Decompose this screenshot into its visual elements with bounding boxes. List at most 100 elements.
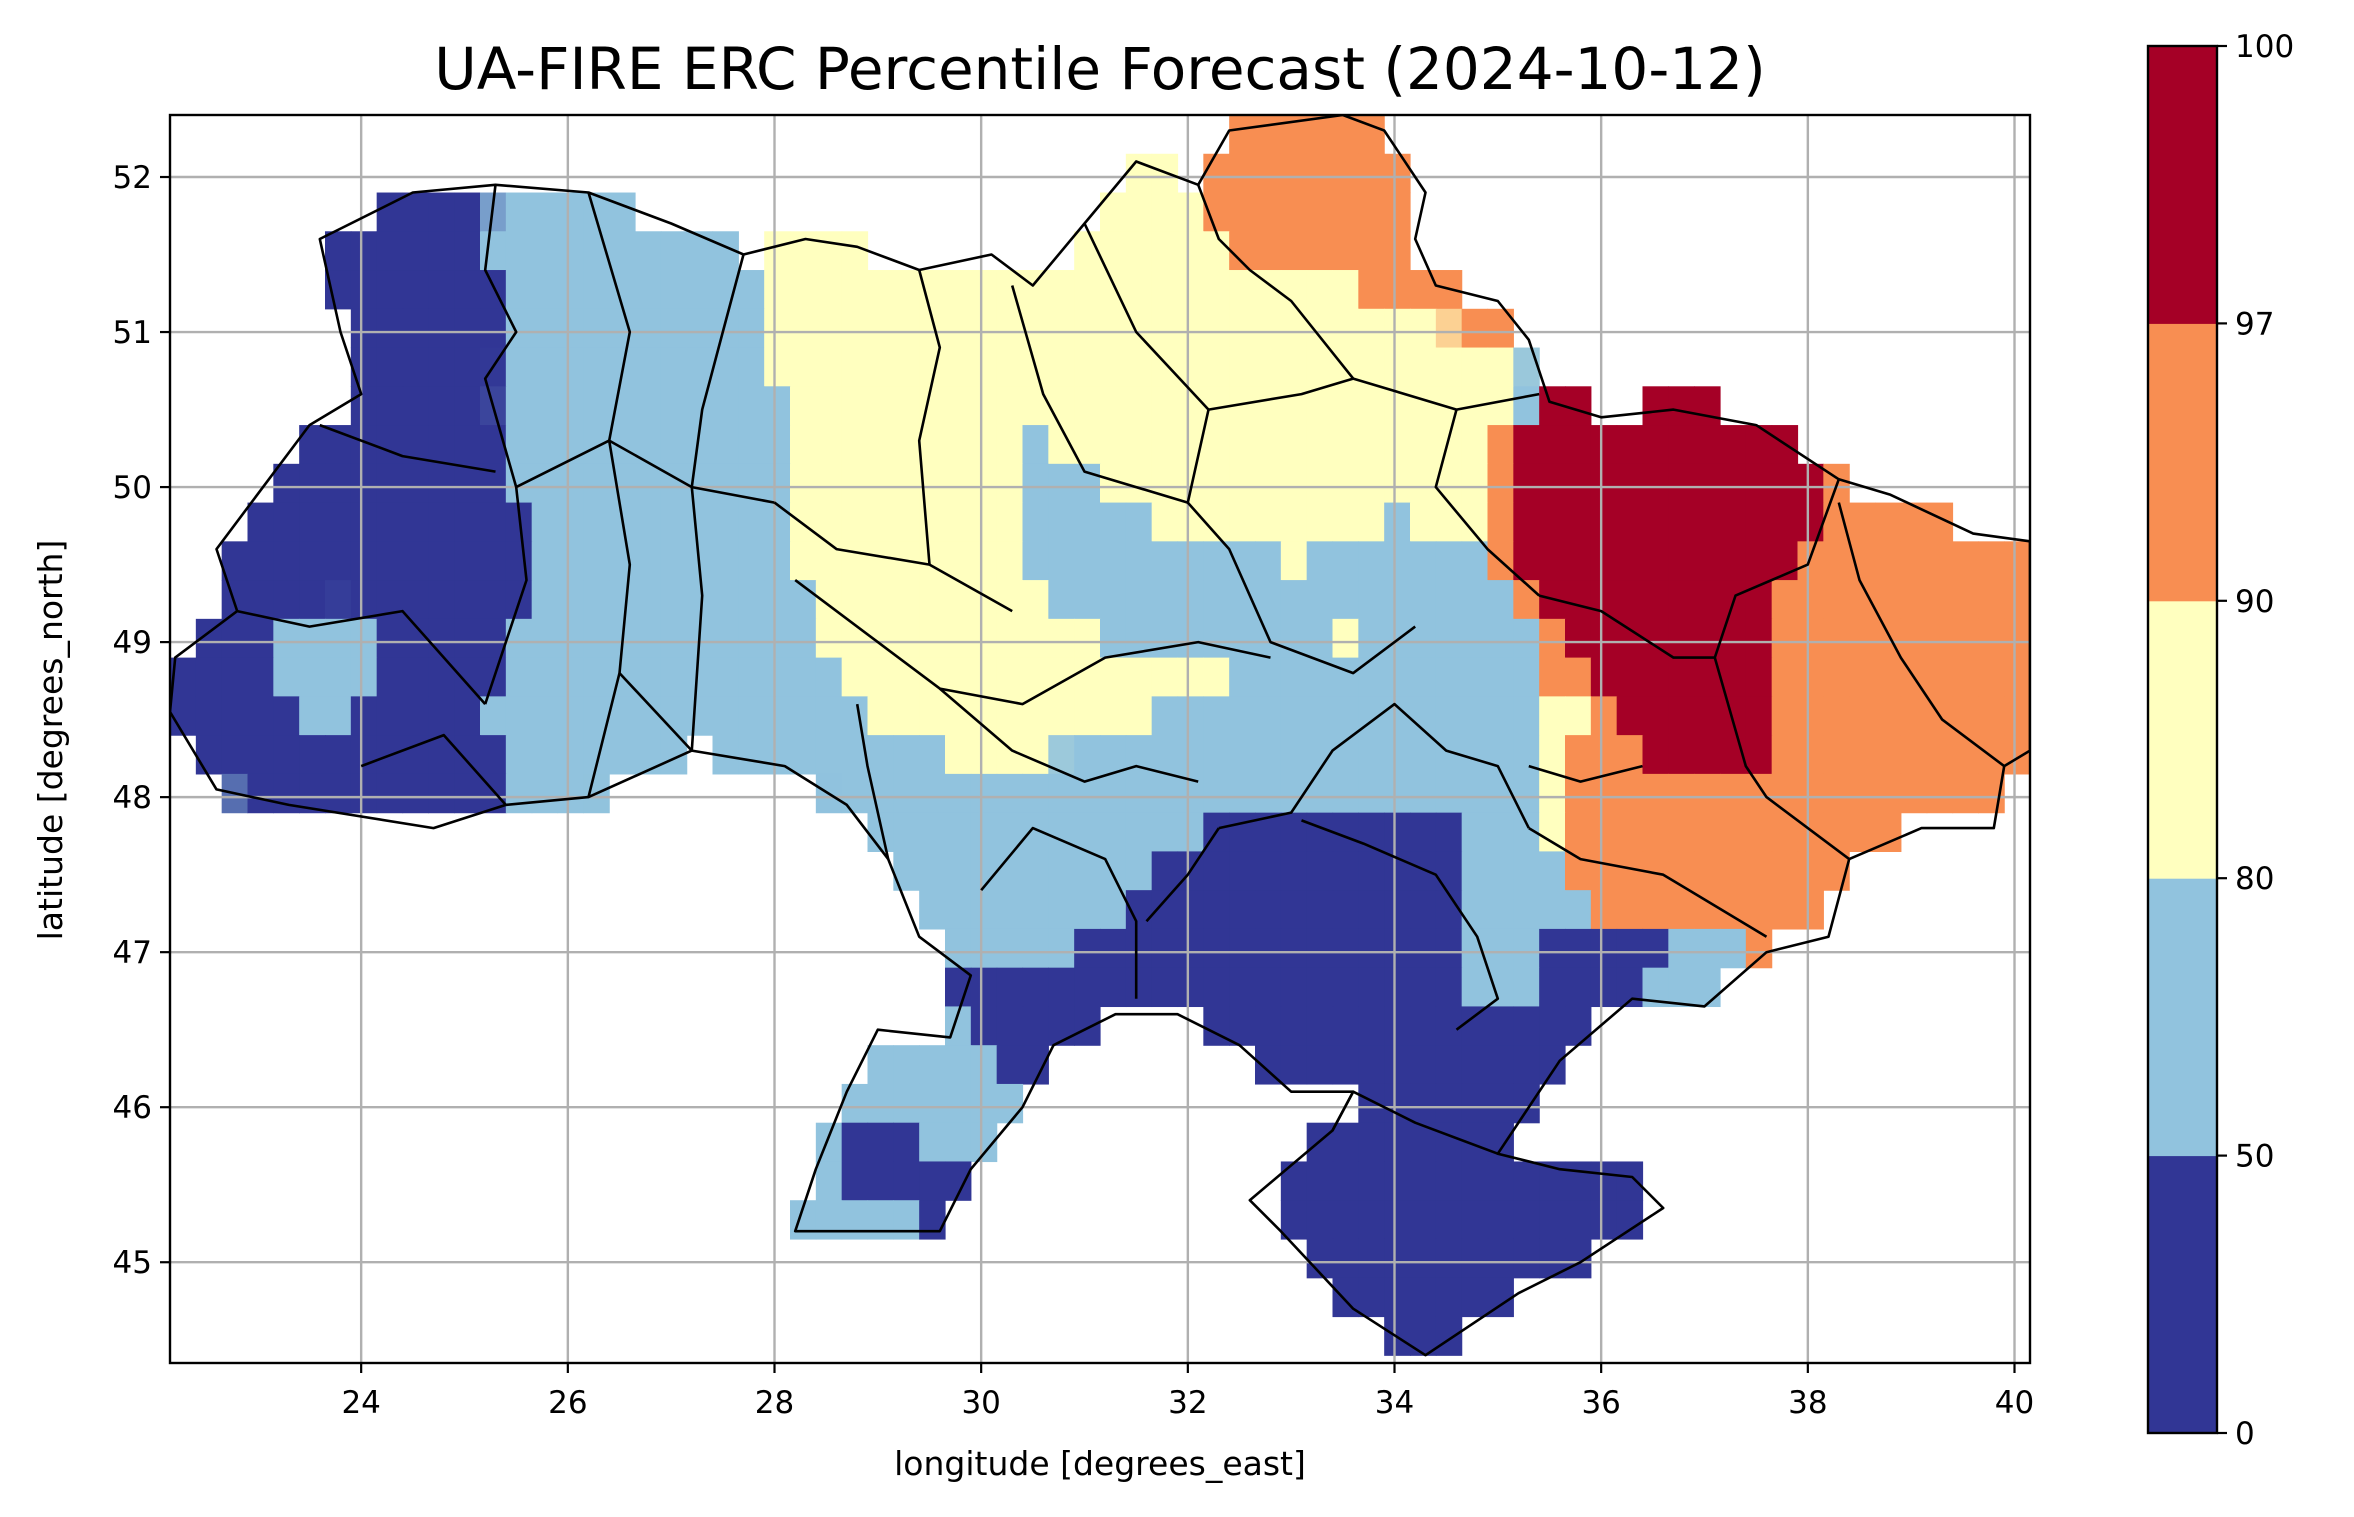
grid-cell (1435, 1277, 1463, 1318)
grid-cell (428, 773, 455, 814)
grid-cell (583, 618, 610, 659)
grid-cell (609, 735, 636, 775)
grid-cell (273, 618, 300, 659)
grid-cell (1306, 967, 1334, 1008)
grid-cell (1280, 1045, 1308, 1085)
grid-cell (247, 502, 274, 542)
grid-cell (1384, 347, 1411, 387)
grid-cell (970, 967, 998, 1008)
grid-cell (815, 1200, 843, 1240)
grid-cell (1745, 541, 1773, 581)
grid-cell (1229, 502, 1256, 542)
grid-cell (1255, 735, 1282, 775)
grid-cell (1048, 502, 1075, 542)
grid-cell (1720, 502, 1747, 542)
grid-cell (299, 580, 326, 620)
grid-cell (402, 270, 429, 310)
grid-cell (299, 425, 326, 465)
grid-cell (686, 696, 714, 736)
grid-cell (712, 618, 739, 659)
grid-cell (1642, 386, 1669, 426)
grid-cell (893, 1200, 920, 1240)
grid-cell (1151, 928, 1179, 969)
grid-cell (402, 463, 429, 504)
grid-cell (841, 1161, 869, 1201)
grid-cell (1100, 928, 1127, 969)
grid-cell (1229, 270, 1256, 310)
grid-cell (1720, 696, 1747, 736)
x-axis-label: longitude [degrees_east] (894, 1444, 1306, 1483)
grid-cell (1487, 735, 1514, 775)
grid-cell (350, 463, 378, 504)
grid-cell (1590, 618, 1618, 659)
grid-cell (1384, 192, 1411, 232)
grid-cell (996, 425, 1024, 465)
grid-cell (996, 967, 1024, 1008)
grid-cell (1565, 463, 1592, 504)
grid-cell (350, 270, 378, 310)
grid-cell (1048, 541, 1075, 581)
grid-cell (1642, 773, 1669, 814)
grid-cell (1642, 696, 1669, 736)
grid-cell (531, 580, 559, 620)
grid-cell (1384, 1238, 1411, 1279)
grid-cell (1435, 967, 1463, 1008)
grid-cell (1074, 463, 1101, 504)
grid-cell (1461, 967, 1489, 1008)
grid-cell (609, 425, 636, 465)
grid-cell (1358, 231, 1385, 271)
x-tick-label: 24 (341, 1385, 380, 1421)
grid-cell (1771, 696, 1799, 736)
grid-cell (609, 580, 636, 620)
grid-cell (635, 541, 662, 581)
grid-cell (1565, 580, 1592, 620)
grid-cell (1668, 463, 1695, 504)
grid-cell (1745, 463, 1773, 504)
grid-cell (1022, 967, 1049, 1008)
grid-cell (1332, 928, 1359, 969)
grid-cell (970, 618, 998, 659)
grid-cell (1952, 735, 1979, 775)
grid-cell (1410, 967, 1437, 1008)
grid-cell (583, 270, 610, 310)
grid-cell (1100, 812, 1127, 852)
grid-cell (505, 463, 533, 504)
grid-cell (2004, 696, 2030, 736)
grid-cell (764, 347, 791, 387)
grid-cell (790, 270, 817, 310)
grid-cell (1513, 541, 1540, 581)
grid-cell (1616, 773, 1644, 814)
grid-cell (893, 812, 920, 852)
grid-cell (1435, 1200, 1463, 1240)
grid-cell (1306, 890, 1334, 930)
y-tick-label: 51 (113, 315, 152, 351)
grid-cell (376, 270, 404, 310)
grid-cell (1410, 618, 1437, 659)
grid-cell (1048, 696, 1075, 736)
grid-cell (428, 347, 455, 387)
region-border (794, 579, 1271, 706)
grid-cell (1358, 308, 1385, 349)
grid-cell (531, 502, 559, 542)
grid-cell (1539, 463, 1566, 504)
grid-cell (1280, 1161, 1308, 1201)
grid-cell (1280, 347, 1308, 387)
y-tick-label: 45 (113, 1245, 152, 1281)
grid-cell (1384, 1277, 1411, 1318)
grid-cell (790, 231, 817, 271)
grid-cell (1280, 231, 1308, 271)
grid-cell (1694, 386, 1721, 426)
grid-cell (480, 231, 507, 271)
grid-cell (1384, 1122, 1411, 1163)
grid-cell (635, 347, 662, 387)
grid-cell (1900, 618, 1928, 659)
region-border (1145, 827, 1220, 923)
grid-cell (299, 657, 326, 697)
grid-cell (1771, 735, 1799, 775)
grid-cell (1229, 851, 1256, 891)
x-tick-label: 38 (1788, 1385, 1827, 1421)
grid-cell (1229, 347, 1256, 387)
grid-cell (893, 1122, 920, 1163)
grid-cell (996, 890, 1024, 930)
grid-cell (505, 192, 533, 232)
